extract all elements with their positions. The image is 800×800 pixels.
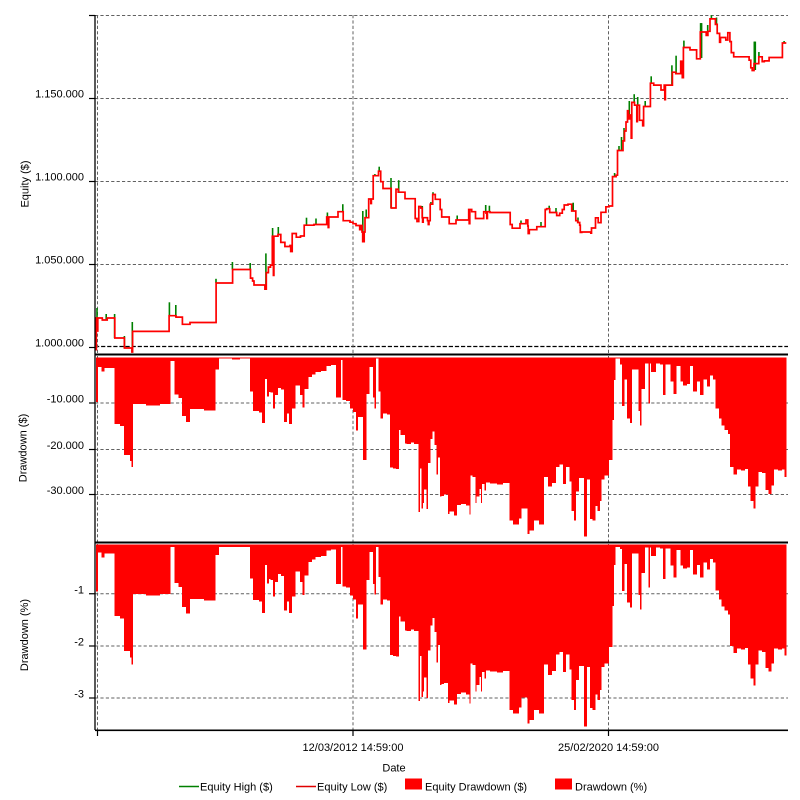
svg-text:Equity Low ($): Equity Low ($) [317, 782, 387, 794]
svg-text:-1: -1 [74, 584, 84, 596]
svg-text:1.150.000: 1.150.000 [35, 89, 84, 101]
svg-text:1.050.000: 1.050.000 [35, 255, 84, 267]
svg-text:-30.000: -30.000 [47, 485, 84, 497]
svg-text:Date: Date [382, 763, 405, 775]
svg-text:12/03/2012 14:59:00: 12/03/2012 14:59:00 [303, 742, 404, 754]
svg-text:-3: -3 [74, 689, 84, 701]
svg-text:Equity Drawdown ($): Equity Drawdown ($) [425, 782, 527, 794]
svg-text:25/02/2020 14:59:00: 25/02/2020 14:59:00 [558, 742, 659, 754]
svg-text:-10.000: -10.000 [47, 394, 84, 406]
svg-text:1.100.000: 1.100.000 [35, 172, 84, 184]
svg-text:-20.000: -20.000 [47, 440, 84, 452]
svg-text:Drawdown (%): Drawdown (%) [19, 599, 31, 671]
svg-text:Equity High ($): Equity High ($) [200, 782, 273, 794]
svg-text:Drawdown (%): Drawdown (%) [575, 782, 647, 794]
svg-text:1.000.000: 1.000.000 [35, 338, 84, 350]
svg-text:-2: -2 [74, 637, 84, 649]
svg-text:Drawdown ($): Drawdown ($) [18, 414, 30, 482]
svg-text:Equity ($): Equity ($) [20, 160, 32, 207]
